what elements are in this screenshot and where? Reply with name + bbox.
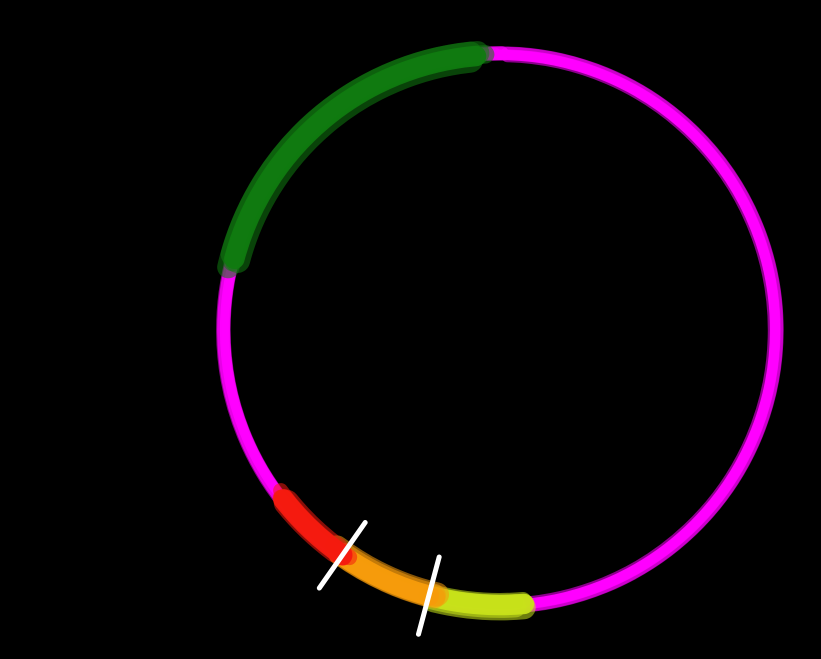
plasmid-diagram [0, 0, 821, 659]
plasmid-backbone [495, 55, 775, 606]
